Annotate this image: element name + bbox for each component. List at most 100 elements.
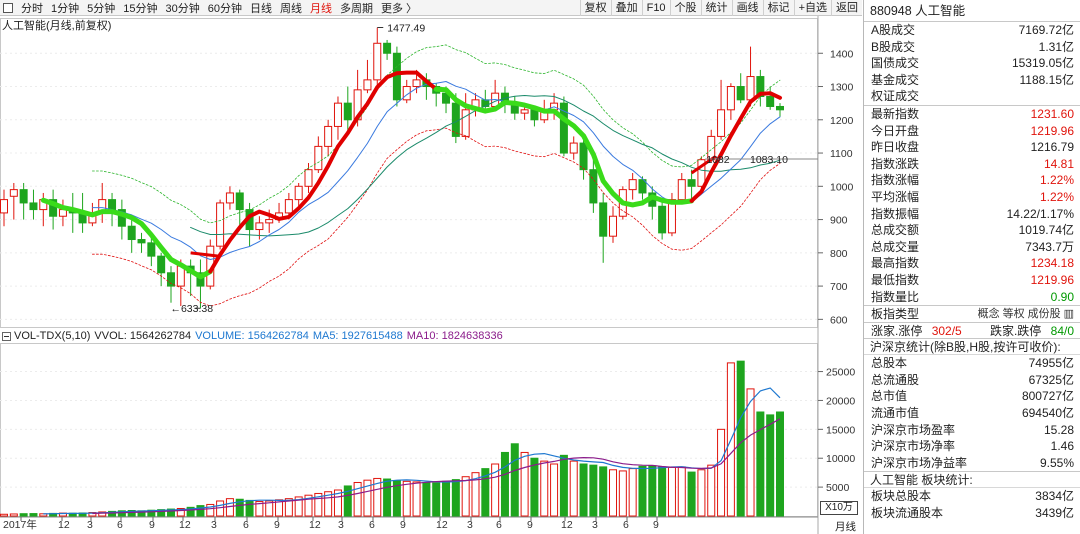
panel-row: 总成交额 1019.74亿: [864, 222, 1080, 239]
row-value: 67325亿: [1028, 372, 1074, 387]
x-axis-label: 3: [592, 519, 598, 531]
candle-body: [255, 222, 264, 231]
toolbar-button[interactable]: 标记: [762, 0, 794, 16]
x-axis-label: 6: [369, 519, 375, 531]
volume-bar: [707, 464, 716, 517]
volume-bar: [500, 451, 509, 517]
period-tab[interactable]: 分时: [21, 2, 43, 15]
period-tab[interactable]: 月线: [310, 2, 332, 15]
panel-header: 880948 人工智能: [864, 0, 1080, 22]
volume-value: VOLUME: 1564262784: [195, 330, 309, 342]
period-tab[interactable]: 15分钟: [123, 2, 158, 15]
board-type-pill[interactable]: 成份股: [1027, 308, 1061, 321]
volume-bar: [442, 480, 451, 517]
row-value: 74955亿: [1028, 356, 1074, 371]
volume-bar: [108, 510, 117, 517]
price-axis-label: 900: [830, 215, 848, 227]
period-tab[interactable]: 周线: [280, 2, 302, 15]
row-value: 1219.96: [1030, 123, 1074, 138]
x-axis-label: 3: [338, 519, 344, 531]
row-value: 1.31亿: [1038, 39, 1074, 54]
candle-body: [373, 42, 382, 81]
volume-bar: [333, 489, 342, 517]
row-label: 国债成交: [871, 56, 920, 71]
volume-bar: [667, 466, 676, 517]
board-type-label: 板指类型: [871, 307, 920, 322]
candle-body: [324, 125, 333, 147]
volume-ma10-line: [92, 418, 781, 515]
candle-body: [736, 86, 745, 101]
x-axis-label: 12: [179, 519, 191, 531]
row-value: 1.22%: [1039, 189, 1074, 204]
row-value: 694540亿: [1021, 406, 1074, 421]
collapse-icon[interactable]: [2, 331, 11, 341]
candle-body: [108, 199, 117, 211]
board-type-pill[interactable]: 概念: [977, 308, 1000, 321]
row-label: 指数量比: [871, 289, 920, 304]
volume-bar: [157, 509, 166, 517]
panel-row: 沪深京市场盈率 15.28: [864, 422, 1080, 439]
board-type-pill[interactable]: ▥: [1063, 308, 1074, 321]
toolbar-button[interactable]: 返回: [831, 0, 862, 16]
volume-bar: [294, 496, 303, 517]
period-tab[interactable]: 60分钟: [207, 2, 242, 15]
volume-indicator-name[interactable]: VOL-TDX(5,10): [14, 330, 91, 342]
row-label: 沪深京市场净率: [871, 439, 956, 454]
kline-chart[interactable]: 1400 1300 1200 1100 1000 900 800 700 600 25000 200…: [0, 16, 862, 534]
panel-row: 国债成交 15319.05亿: [864, 55, 1080, 72]
toolbar-button[interactable]: F10: [641, 0, 670, 16]
candle-body: [225, 192, 234, 204]
panel-toggle-checkbox[interactable]: [3, 2, 13, 13]
row-label: B股成交: [871, 39, 916, 54]
row-label: 总成交量: [871, 239, 920, 254]
ma20-line: [190, 95, 781, 237]
toolbar-button[interactable]: 叠加: [610, 0, 642, 16]
volume-bar: [324, 491, 333, 517]
candle-body: [726, 86, 735, 111]
candle-body: [196, 272, 205, 287]
down-value: 84/0: [1050, 323, 1074, 338]
period-tab[interactable]: 更多 〉: [381, 2, 418, 15]
price-axis-label: 800: [830, 248, 848, 260]
panel-row: 最低指数 1219.96: [864, 272, 1080, 289]
period-tab[interactable]: 日线: [250, 2, 272, 15]
row-label: 总成交额: [871, 223, 920, 238]
level-right-label: 1083.10: [750, 154, 788, 166]
volume-bar: [422, 481, 431, 517]
volume-bar: [265, 500, 274, 517]
period-tab[interactable]: 30分钟: [165, 2, 200, 15]
volume-bar: [550, 463, 559, 517]
arrow-annotation: [190, 251, 219, 258]
row-value: 1231.60: [1030, 106, 1074, 121]
toolbar-button[interactable]: 复权: [579, 0, 611, 16]
volume-bar: [540, 460, 549, 517]
volume-bar: [687, 471, 696, 517]
row-label: 最低指数: [871, 272, 920, 287]
volume-bar: [491, 463, 500, 517]
period-tab[interactable]: 1分钟: [51, 2, 80, 15]
panel-row: 指数振幅 14.22/1.17%: [864, 206, 1080, 223]
period-tab[interactable]: 多周期: [340, 2, 373, 15]
toolbar-button[interactable]: 统计: [700, 0, 732, 16]
volume-bars-group: [0, 360, 784, 517]
volume-bar: [766, 414, 775, 517]
volume-bar: [9, 513, 18, 517]
toolbar-button[interactable]: +自选: [793, 0, 831, 16]
period-tab[interactable]: 5分钟: [87, 2, 116, 15]
panel-row: 板块总股本 3834亿: [864, 488, 1080, 505]
index-quote-list: 最新指数 1231.60 今日开盘 1219.96 昨日收盘 1216.79 指数涨跌 14.…: [864, 104, 1080, 305]
row-label: 基金成交: [871, 72, 920, 87]
volume-bar: [481, 468, 490, 517]
row-value: 15.28: [1043, 422, 1074, 437]
price-axis-label: 1300: [830, 82, 854, 94]
volume-bar: [186, 506, 195, 517]
tool-buttons: 复权 叠加 F10 个股 统计 画线 标记 +自选 返回: [579, 0, 862, 16]
toolbar-button[interactable]: 个股: [669, 0, 701, 16]
volume-axis-label: 25000: [826, 367, 855, 379]
board-type-pill[interactable]: 等权: [1002, 308, 1025, 321]
candle-body: [314, 145, 323, 171]
volume-bar: [589, 464, 598, 517]
row-label: 板块总股本: [871, 489, 932, 504]
toolbar-button[interactable]: 画线: [731, 0, 763, 16]
